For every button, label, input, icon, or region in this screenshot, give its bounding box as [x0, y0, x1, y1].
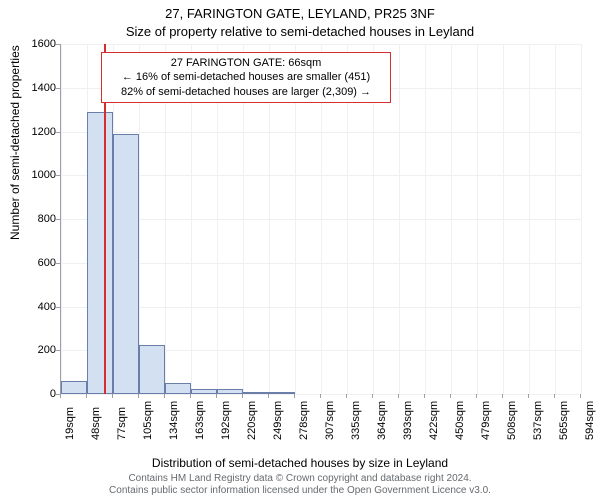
annotation-line2: ← 16% of semi-detached houses are smalle… — [108, 70, 384, 84]
x-tick-label: 48sqm — [90, 407, 102, 440]
y-tick-label: 1600 — [32, 38, 56, 50]
x-tick-label: 422sqm — [428, 401, 440, 440]
histogram-bar — [87, 112, 113, 394]
annotation-line1: 27 FARINGTON GATE: 66sqm — [108, 56, 384, 70]
x-tick — [190, 394, 191, 398]
annotation-line3: 82% of semi-detached houses are larger (… — [108, 85, 384, 99]
x-axis-label: Distribution of semi-detached houses by … — [0, 456, 600, 470]
x-tick — [424, 394, 425, 398]
histogram-bar — [191, 389, 217, 394]
gridline-h — [61, 307, 581, 308]
y-tick-label: 600 — [38, 257, 56, 269]
y-tick-label: 200 — [38, 344, 56, 356]
y-tick-label: 1200 — [32, 126, 56, 138]
y-tick-label: 400 — [38, 301, 56, 313]
histogram-bar — [165, 383, 191, 394]
x-tick-label: 335sqm — [350, 401, 362, 440]
chart-container: 27, FARINGTON GATE, LEYLAND, PR25 3NF Si… — [0, 0, 600, 500]
x-tick — [346, 394, 347, 398]
histogram-bar — [217, 389, 243, 394]
x-tick-label: 19sqm — [64, 407, 76, 440]
x-tick — [86, 394, 87, 398]
y-tick — [56, 219, 60, 220]
x-tick — [476, 394, 477, 398]
x-tick-label: 537sqm — [532, 401, 544, 440]
x-tick — [268, 394, 269, 398]
x-tick-label: 134sqm — [168, 401, 180, 440]
x-tick — [554, 394, 555, 398]
x-tick-label: 278sqm — [298, 401, 310, 440]
x-tick — [138, 394, 139, 398]
x-tick — [294, 394, 295, 398]
y-tick-label: 1000 — [32, 169, 56, 181]
gridline-h — [61, 394, 581, 395]
x-tick-label: 163sqm — [194, 401, 206, 440]
y-tick-label: 800 — [38, 213, 56, 225]
x-tick-label: 594sqm — [584, 401, 596, 440]
x-tick-label: 508sqm — [506, 401, 518, 440]
histogram-bar — [243, 392, 269, 394]
x-tick — [502, 394, 503, 398]
x-tick-label: 220sqm — [246, 401, 258, 440]
gridline-h — [61, 219, 581, 220]
chart-subtitle: Size of property relative to semi-detach… — [0, 24, 600, 39]
x-tick — [242, 394, 243, 398]
x-tick — [216, 394, 217, 398]
y-tick-label: 1400 — [32, 82, 56, 94]
y-tick — [56, 263, 60, 264]
annotation-box: 27 FARINGTON GATE: 66sqm ← 16% of semi-d… — [101, 52, 391, 103]
chart-title: 27, FARINGTON GATE, LEYLAND, PR25 3NF — [0, 6, 600, 21]
footer-line2: Contains public sector information licen… — [0, 485, 600, 497]
footer-line1: Contains HM Land Registry data © Crown c… — [0, 473, 600, 485]
x-tick — [60, 394, 61, 398]
x-tick-label: 364sqm — [376, 401, 388, 440]
histogram-bar — [61, 381, 87, 394]
y-tick — [56, 175, 60, 176]
x-tick-label: 450sqm — [454, 401, 466, 440]
x-tick-label: 479sqm — [480, 401, 492, 440]
y-tick — [56, 132, 60, 133]
footer-text: Contains HM Land Registry data © Crown c… — [0, 473, 600, 496]
x-tick-label: 307sqm — [324, 401, 336, 440]
y-tick — [56, 44, 60, 45]
x-tick-label: 105sqm — [142, 401, 154, 440]
y-tick — [56, 88, 60, 89]
gridline-h — [61, 175, 581, 176]
gridline-h — [61, 44, 581, 45]
x-tick-label: 192sqm — [220, 401, 232, 440]
x-tick — [450, 394, 451, 398]
x-tick — [320, 394, 321, 398]
x-tick-label: 393sqm — [402, 401, 414, 440]
x-tick — [580, 394, 581, 398]
y-tick — [56, 307, 60, 308]
gridline-h — [61, 132, 581, 133]
y-axis-label: Number of semi-detached properties — [8, 45, 22, 240]
x-tick-label: 77sqm — [116, 407, 128, 440]
gridline-v — [581, 44, 582, 394]
x-tick-label: 565sqm — [558, 401, 570, 440]
histogram-bar — [113, 134, 139, 394]
x-tick — [372, 394, 373, 398]
x-tick — [112, 394, 113, 398]
histogram-bar — [269, 392, 295, 394]
x-tick-label: 249sqm — [272, 401, 284, 440]
y-tick — [56, 350, 60, 351]
histogram-bar — [139, 345, 165, 394]
plot-area: 27 FARINGTON GATE: 66sqm ← 16% of semi-d… — [60, 44, 581, 395]
gridline-h — [61, 263, 581, 264]
x-tick — [164, 394, 165, 398]
x-tick — [528, 394, 529, 398]
x-tick — [398, 394, 399, 398]
